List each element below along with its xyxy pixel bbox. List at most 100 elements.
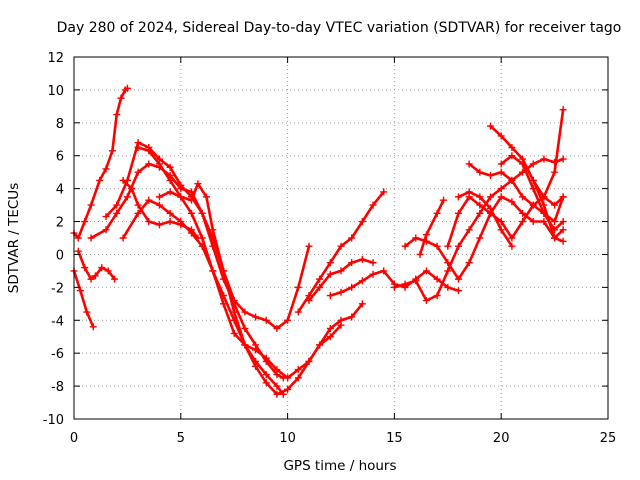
data-point [177, 193, 185, 201]
series-arc-1 [70, 84, 131, 242]
data-point [358, 300, 366, 308]
data-point [529, 201, 537, 209]
x-tick-label: 20 [493, 431, 510, 446]
data-point [401, 280, 409, 288]
data-point [134, 144, 142, 151]
data-point [113, 209, 121, 217]
data-point [497, 185, 505, 193]
y-tick-label: -6 [51, 347, 64, 362]
data-point [444, 242, 452, 250]
data-point [487, 122, 495, 130]
data-point [326, 270, 334, 278]
data-point [519, 193, 527, 201]
series-line [418, 198, 445, 256]
data-point [497, 132, 505, 140]
data-point [401, 242, 409, 250]
series-line [72, 269, 95, 329]
y-axis-label: SDTVAR / TECUs [6, 183, 22, 293]
data-point [529, 160, 537, 168]
y-tick-label: 8 [56, 117, 64, 132]
data-point [540, 155, 548, 163]
axis-ticks: 0 5 10 15 20 25 -10 -8 -6 -4 -2 0 2 4 6 8 10 12 [43, 51, 617, 446]
series-arc-8 [134, 144, 345, 382]
data-point [294, 374, 302, 382]
data-point [273, 366, 281, 374]
data-point [316, 275, 324, 283]
data-point [326, 325, 334, 332]
data-point [230, 329, 238, 337]
data-point [540, 193, 548, 201]
data-point [497, 160, 505, 168]
data-point [198, 234, 206, 242]
data-point [433, 292, 441, 300]
y-tick-label: -8 [51, 380, 64, 395]
data-point [194, 180, 202, 188]
data-point [252, 346, 260, 354]
x-tick-label: 0 [70, 431, 78, 446]
data-point [87, 234, 95, 242]
data-point [102, 213, 110, 221]
data-point [230, 316, 238, 324]
data-point [187, 196, 195, 204]
data-point [433, 275, 441, 283]
data-point [262, 354, 270, 362]
data-point [508, 242, 516, 250]
data-point [559, 155, 567, 163]
data-point [444, 259, 452, 267]
data-point [380, 267, 388, 275]
series-arc-10 [294, 188, 388, 316]
data-point [134, 201, 142, 209]
data-point [220, 300, 228, 308]
data-point [128, 185, 136, 193]
data-point [81, 218, 89, 226]
data-point [358, 255, 366, 263]
data-point [81, 264, 89, 272]
plot-frame [73, 56, 609, 420]
data-point [76, 287, 84, 295]
data-point [559, 106, 567, 114]
data-point [337, 267, 345, 275]
data-point [123, 84, 131, 92]
series-line [489, 124, 565, 243]
data-point [74, 234, 82, 242]
data-point [98, 264, 106, 272]
y-tick-label: 12 [47, 51, 64, 66]
data-point [422, 297, 430, 305]
data-point [113, 201, 121, 209]
data-point [145, 218, 153, 226]
data-point [187, 209, 195, 217]
data-point [369, 270, 377, 278]
data-point [273, 325, 281, 332]
data-point [155, 221, 163, 229]
data-point [155, 201, 163, 209]
data-point [519, 209, 527, 217]
data-point [497, 218, 505, 226]
data-point [177, 181, 185, 189]
data-point [104, 267, 112, 275]
data-point [252, 362, 260, 370]
y-tick-label: 0 [56, 248, 64, 263]
x-tick-label: 10 [279, 431, 296, 446]
data-point [454, 242, 462, 250]
data-point [465, 188, 473, 196]
data-point [241, 325, 249, 332]
data-point [284, 316, 292, 324]
data-point [412, 234, 420, 242]
data-point [551, 226, 559, 234]
data-point [145, 147, 153, 155]
data-point [358, 277, 366, 285]
data-point [326, 333, 334, 341]
data-point [508, 176, 516, 184]
y-tick-label: 10 [47, 84, 64, 99]
data-point [145, 160, 153, 168]
data-series [70, 84, 567, 398]
data-point [241, 341, 249, 349]
data-point [166, 188, 174, 196]
data-point [529, 176, 537, 184]
data-point [465, 160, 473, 168]
data-point [96, 176, 104, 184]
series-line [531, 108, 565, 199]
chart-title: Day 280 of 2024, Sidereal Day-to-day VTE… [57, 20, 622, 36]
data-point [487, 193, 495, 201]
